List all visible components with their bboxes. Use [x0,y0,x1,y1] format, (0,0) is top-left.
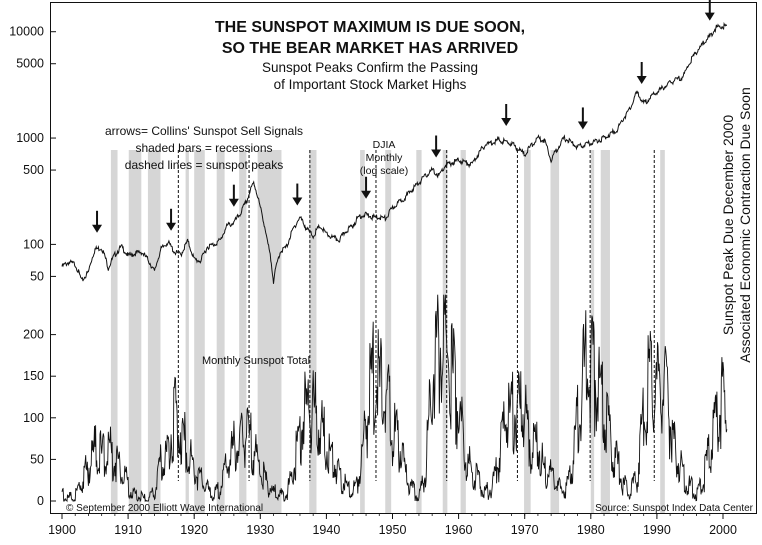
arrow-head [501,118,512,127]
arrow-head [92,224,103,233]
sell-signal-arrow [92,210,103,233]
recession-bar [360,150,365,513]
vertical-note-line-1: Sunspot Peak Due December 2000 [720,115,736,335]
y-tick-label-upper: 500 [23,163,44,177]
sell-signal-arrow [636,61,647,84]
sell-signal-arrow [704,0,715,21]
legend-shaded-text: shaded bars = recessions [135,141,272,155]
arrow-head [361,190,372,199]
y-tick-label-upper: 50 [30,269,44,283]
x-axis-ticks: 1900 1910 1920 1930 1940 1950 1960 1970 1980 1990… [48,513,737,537]
sell-signal-arrow [431,135,442,158]
legend-dashed-text: dashed lines = sunspot peaks [125,158,283,172]
y-tick-label-lower: 50 [30,452,44,466]
x-tick-label: 1920 [180,523,208,537]
vertical-note-line-2: Associated Economic Contraction Due Soon [737,87,753,362]
chart-subtitle-line-1: Sunspot Peaks Confirm the Passing [262,60,478,75]
copyright-text: © September 2000 Elliott Wave Internatio… [66,503,263,514]
sell-signal-arrows [92,0,715,233]
y-tick-label-lower: 100 [23,411,44,425]
recession-bar [660,150,665,513]
x-tick-label: 1940 [312,523,340,537]
arrow-head [431,149,442,158]
chart-title-line-2: SO THE BEAR MARKET HAS ARRIVED [222,40,518,57]
x-tick-label: 2000 [709,523,737,537]
x-tick-label: 1970 [511,523,539,537]
legend-arrows-text: arrows= Collins' Sunspot Sell Signals [105,124,303,138]
recession-bar [110,150,118,513]
recession-bar [194,150,205,513]
sunspot-panel-label: Monthly Sunspot Total [202,355,310,367]
recession-bar [460,150,466,513]
recession-bar [216,150,225,513]
recession-bar [600,150,610,513]
recession-bar [442,150,448,513]
sunspot-peak-lines [177,150,655,481]
x-tick-label: 1900 [48,523,76,537]
source-text: Source: Sunspot Index Data Center [595,503,754,514]
djia-series-line [61,21,727,284]
recession-bar [239,150,247,513]
sell-signal-arrow [166,208,177,231]
recession-bar [385,150,392,513]
x-tick-label: 1910 [114,523,142,537]
sell-signal-arrow [292,183,303,206]
x-tick-label: 1990 [643,523,671,537]
plot-frame [50,2,757,514]
x-tick-label: 1960 [445,523,473,537]
arrow-head [577,121,588,130]
djia-label-line-3: (log scale) [360,165,408,177]
x-tick-label: 1950 [379,523,407,537]
x-tick-label: 1930 [246,523,274,537]
recession-bar [185,150,189,513]
sell-signal-arrow [228,184,239,207]
sell-signal-arrow [501,104,512,127]
y-tick-label-upper: 10000 [9,25,44,39]
arrow-head [704,12,715,21]
arrow-head [636,75,647,84]
recession-bar [147,150,161,513]
recession-bar [309,150,317,513]
recession-bar [550,150,560,513]
y-tick-label-upper: 5000 [16,57,44,71]
chart-title-line-1: THE SUNSPOT MAXIMUM IS DUE SOON, [215,19,525,36]
sell-signal-arrow [361,176,372,199]
chart-subtitle-line-2: of Important Stock Market Highs [274,77,467,92]
recession-bar [524,150,531,513]
y-tick-label-lower: 200 [23,328,44,342]
recession-bar [257,150,282,513]
sunspot-series-line [61,294,728,503]
djia-label-line-2: Monthly [366,152,404,164]
sell-signal-arrow [577,107,588,130]
djia-label-line-1: DJIA [373,139,396,151]
arrow-head [228,198,239,207]
y-tick-label-lower: 150 [23,369,44,383]
recession-bar [128,150,142,513]
recession-bars [110,150,665,513]
x-tick-label: 1980 [577,523,605,537]
y-tick-label-lower: 0 [37,494,44,508]
arrow-head [166,222,177,231]
arrow-head [292,197,303,206]
recession-bar [416,150,422,513]
y-tick-label-upper: 1000 [16,131,44,145]
y-tick-label-upper: 100 [23,237,44,251]
